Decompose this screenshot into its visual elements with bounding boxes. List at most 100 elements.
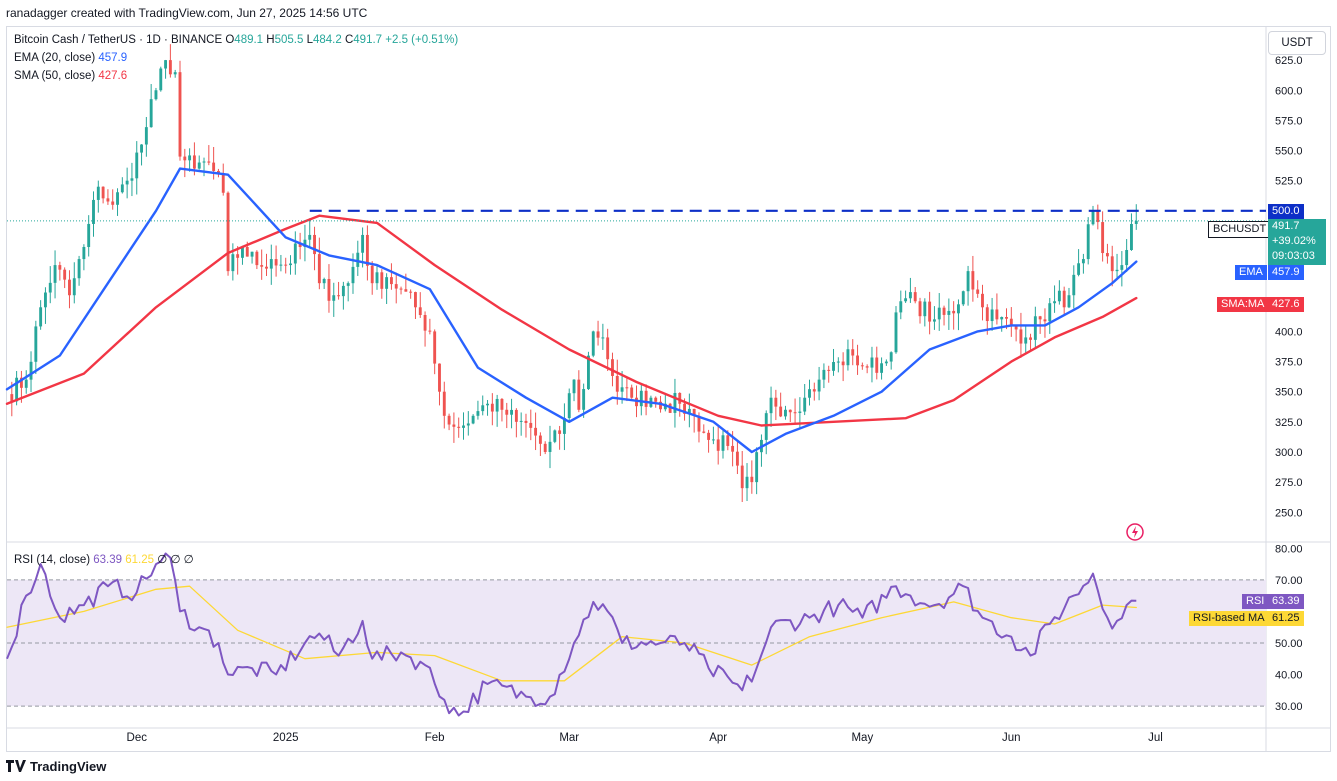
candle-body — [524, 420, 528, 423]
candle-body — [548, 441, 552, 452]
candle-body — [1110, 256, 1114, 272]
candle-body — [884, 361, 888, 364]
time-tick-label: Jul — [1148, 732, 1163, 744]
candle-body — [534, 427, 538, 436]
candle-body — [1014, 325, 1018, 330]
sma-legend-line[interactable]: SMA (50, close) 427.6 — [14, 67, 458, 85]
candle-body — [990, 309, 994, 322]
candle-body — [500, 398, 504, 410]
candle-body — [1130, 223, 1133, 250]
price-tick-label: 300.0 — [1275, 447, 1303, 459]
open-label: O — [225, 34, 235, 46]
candle-body — [10, 394, 14, 402]
candle-body — [587, 355, 590, 390]
candle-body — [197, 162, 201, 169]
candle-body — [442, 391, 446, 416]
candle-body — [529, 422, 533, 428]
candle-body — [644, 390, 648, 407]
candle-body — [798, 411, 802, 413]
close-value: 491.7 — [353, 34, 383, 46]
candle-body — [19, 377, 23, 388]
candle-body — [241, 247, 244, 258]
sma-axis-tag: SMA:MA — [1217, 297, 1269, 312]
candle-body — [1024, 337, 1028, 344]
ema-legend-label: EMA (20, close) — [14, 52, 96, 64]
candle-body — [846, 349, 850, 366]
candle-body — [385, 277, 389, 289]
candle-body — [438, 363, 441, 392]
candle-body — [135, 152, 139, 179]
candle-body — [337, 295, 341, 297]
candle-body — [932, 319, 936, 322]
candle-body — [106, 198, 110, 202]
candle-body — [409, 291, 413, 293]
ema-legend-line[interactable]: EMA (20, close) 457.9 — [14, 49, 458, 67]
flash-icon[interactable] — [1126, 523, 1144, 541]
candle-body — [289, 263, 292, 266]
rsi-tick-label: 40.00 — [1275, 670, 1303, 682]
rsi-legend-label: RSI (14, close) — [14, 554, 91, 566]
candle-body — [519, 420, 523, 422]
last-price-value: 491.7 — [1272, 220, 1300, 232]
candle-body — [168, 60, 172, 75]
candle-body — [928, 301, 932, 322]
candle-body — [29, 361, 33, 380]
footer-brand[interactable]: TradingView — [6, 759, 106, 779]
price-tick-label: 600.0 — [1275, 85, 1303, 97]
candle-body — [803, 397, 807, 412]
candle-body — [44, 292, 47, 308]
candle-body — [630, 387, 634, 398]
price-tick-label: 400.0 — [1275, 326, 1303, 338]
flash-bolt-icon[interactable] — [1132, 526, 1138, 538]
candle-body — [620, 387, 624, 392]
candle-body — [202, 161, 206, 163]
candle-body — [125, 180, 129, 185]
candle-body — [279, 264, 283, 266]
price-tick-label: 350.0 — [1275, 387, 1303, 399]
candle-body — [48, 282, 52, 293]
sma50-line — [5, 214, 1138, 427]
candle-body — [274, 259, 278, 266]
price-tick-label: 550.0 — [1275, 146, 1303, 158]
candle-body — [779, 406, 783, 417]
candle-body — [860, 365, 864, 367]
attribution-text: ranadagger created with TradingView.com,… — [6, 6, 368, 20]
candle-body — [880, 363, 884, 373]
candle-body — [923, 301, 927, 317]
candle-body — [1101, 222, 1105, 254]
candle-body — [346, 283, 350, 286]
candle-body — [952, 310, 956, 314]
candle-body — [1067, 295, 1071, 308]
candle-body — [1019, 329, 1023, 344]
candle-body — [995, 309, 999, 320]
ema-legend-value: 457.9 — [98, 52, 128, 64]
candle-body — [164, 60, 168, 69]
candle-body — [716, 439, 720, 451]
candle-body — [558, 430, 562, 434]
candle-body — [1033, 316, 1037, 340]
time-tick-label: Feb — [425, 732, 445, 744]
candle-body — [755, 452, 759, 483]
candle-body — [611, 359, 614, 376]
rsi-ma-axis-value: 61.25 — [1268, 611, 1304, 626]
currency-button[interactable]: USDT — [1268, 31, 1326, 55]
candle-body — [63, 269, 67, 280]
candle-body — [1029, 337, 1032, 340]
candle-body — [692, 408, 696, 416]
candle-body — [221, 173, 225, 193]
rsi-legend[interactable]: RSI (14, close) 63.39 61.25 ∅ ∅ ∅ — [14, 551, 194, 569]
candle-body — [101, 186, 105, 199]
time-tick-label: May — [851, 732, 873, 744]
candle-body — [1096, 210, 1100, 223]
candle-body — [111, 201, 115, 205]
symbol-tag: BCHUSDT — [1208, 221, 1272, 238]
candle-body — [1120, 265, 1124, 270]
candle-body — [711, 439, 715, 441]
candle-body — [1005, 317, 1008, 319]
symbol-name[interactable]: Bitcoin Cash / TetherUS · 1D · BINANCE — [14, 34, 223, 46]
candle-body — [370, 265, 374, 284]
candle-body — [495, 398, 499, 412]
candle-body — [851, 349, 855, 356]
candle-body — [481, 405, 485, 412]
